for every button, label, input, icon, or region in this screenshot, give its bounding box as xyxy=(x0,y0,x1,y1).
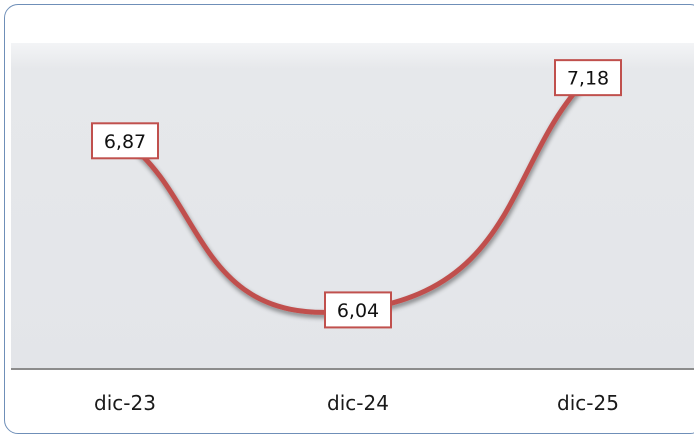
data-label: 6,04 xyxy=(324,291,392,329)
chart-frame: 6,87 6,04 7,18 dic-23 dic-24 dic-25 xyxy=(4,4,694,434)
x-tick-label: dic-23 xyxy=(94,391,156,415)
data-label-text: 6,04 xyxy=(337,300,379,322)
data-label: 7,18 xyxy=(554,59,622,97)
data-label-box xyxy=(324,291,392,329)
data-label-text: 7,18 xyxy=(567,68,609,90)
line-chart: 6,87 6,04 7,18 dic-23 dic-24 dic-25 xyxy=(11,43,694,415)
x-tick-label: dic-25 xyxy=(557,391,619,415)
data-label: 6,87 xyxy=(91,122,159,160)
data-label-text: 6,87 xyxy=(104,131,146,153)
data-label-box xyxy=(91,122,159,160)
data-label-box xyxy=(554,59,622,97)
x-tick-label: dic-24 xyxy=(327,391,389,415)
